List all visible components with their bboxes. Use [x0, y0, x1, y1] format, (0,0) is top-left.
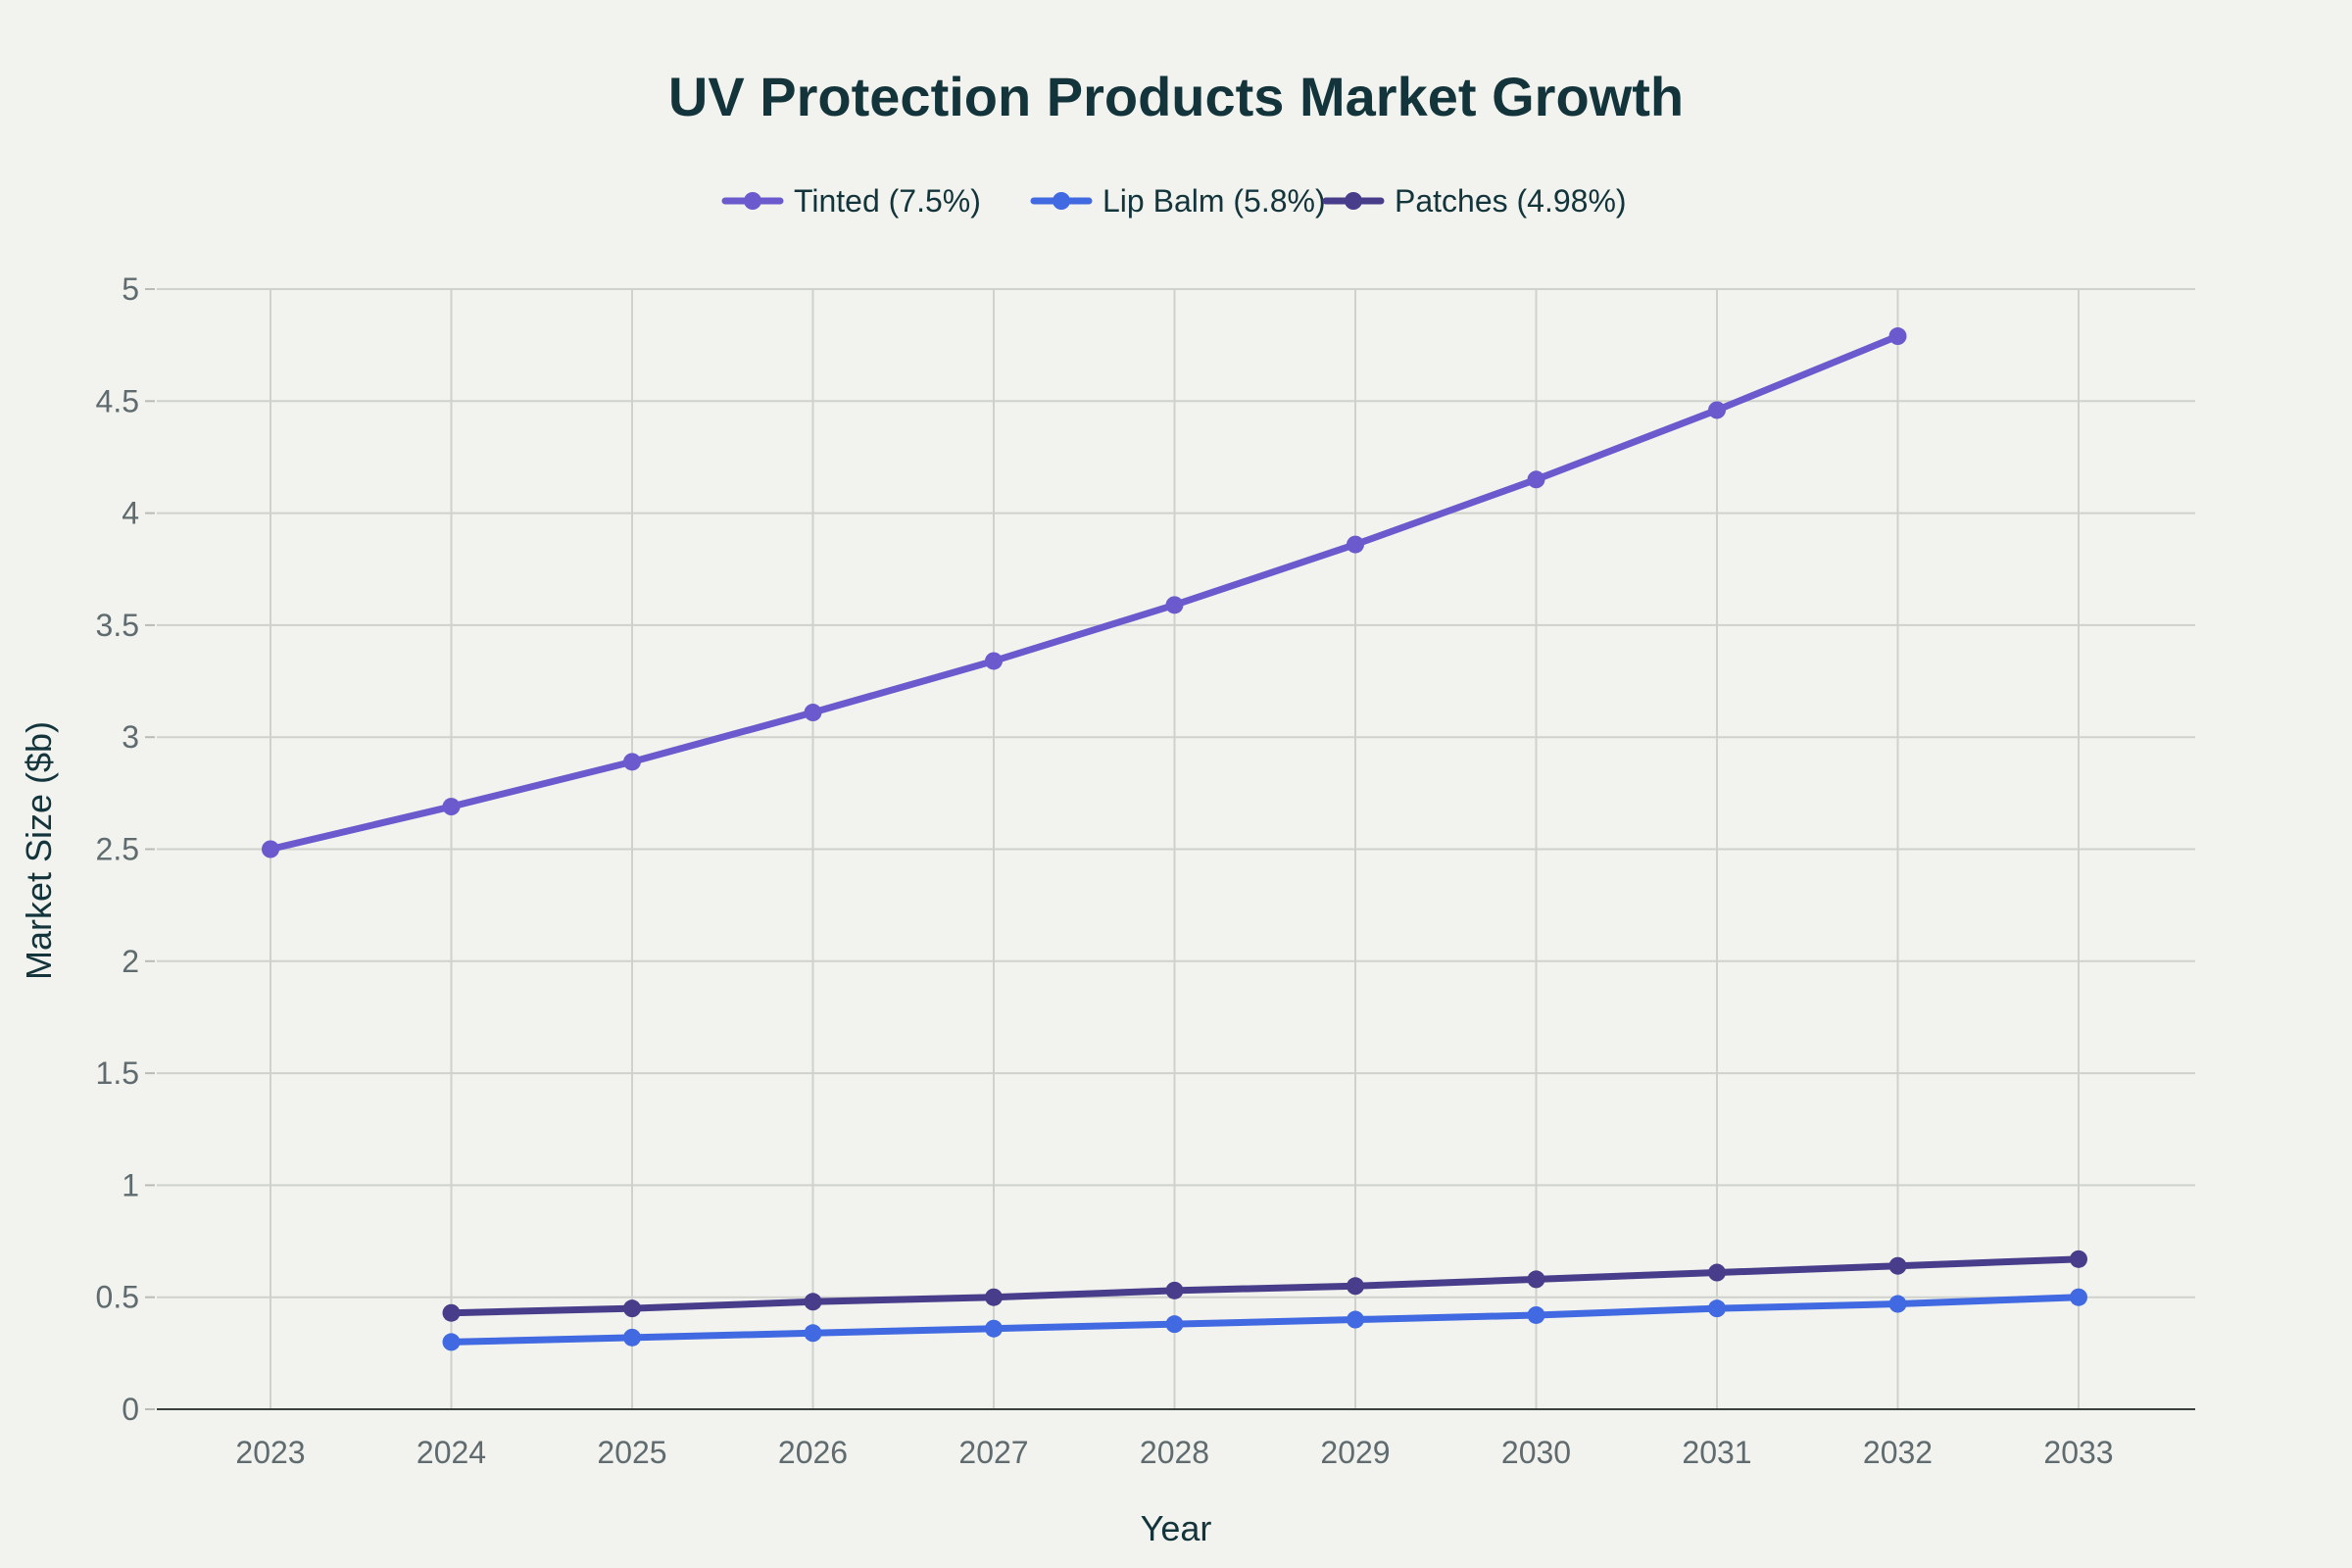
data-point[interactable] — [1347, 1277, 1364, 1296]
x-axis-title: Year — [1141, 1508, 1212, 1548]
legend-item-1[interactable]: Tinted (7.5%) — [721, 183, 981, 219]
series-1 — [262, 327, 1907, 858]
data-point[interactable] — [2070, 1250, 2087, 1268]
data-point[interactable] — [1527, 1305, 1545, 1324]
x-tick-label: 2027 — [958, 1435, 1028, 1470]
data-point[interactable] — [442, 798, 461, 816]
data-point[interactable] — [1165, 1281, 1184, 1299]
legend-swatch-marker — [744, 192, 761, 210]
y-tick-label: 2 — [122, 944, 139, 979]
chart-title: UV Protection Products Market Growth — [668, 66, 1684, 127]
data-point[interactable] — [262, 840, 279, 858]
data-point[interactable] — [1527, 1270, 1545, 1289]
data-point[interactable] — [985, 1288, 1003, 1306]
series-2 — [442, 1288, 2087, 1351]
data-point[interactable] — [1708, 1299, 1726, 1318]
data-point[interactable] — [1527, 470, 1545, 489]
data-point[interactable] — [1888, 1256, 1907, 1275]
x-tick-label: 2028 — [1140, 1435, 1209, 1470]
legend-item-2[interactable]: Lip Balm (5.8%) — [1030, 183, 1326, 219]
data-point[interactable] — [1165, 1315, 1184, 1334]
data-point[interactable] — [623, 753, 641, 771]
x-tick-label: 2026 — [778, 1435, 848, 1470]
legend-item-3[interactable]: Patches (4.98%) — [1322, 183, 1627, 219]
y-tick-label: 0.5 — [96, 1280, 139, 1315]
x-tick-label: 2025 — [597, 1435, 666, 1470]
y-tick-label: 4.5 — [96, 383, 139, 418]
legend-label: Tinted (7.5%) — [794, 183, 981, 219]
y-tick-label: 3 — [122, 719, 139, 755]
y-tick-label: 1.5 — [96, 1055, 139, 1091]
x-tick-label: 2031 — [1682, 1435, 1751, 1470]
x-tick-label: 2029 — [1320, 1435, 1390, 1470]
data-point[interactable] — [804, 1293, 822, 1311]
data-point[interactable] — [623, 1299, 641, 1318]
series-line — [448, 1294, 2082, 1346]
y-tick-label: 2.5 — [96, 832, 139, 867]
data-point[interactable] — [2070, 1288, 2087, 1306]
x-tick-label: 2023 — [235, 1435, 305, 1470]
data-point[interactable] — [1708, 401, 1726, 419]
legend-label: Patches (4.98%) — [1395, 183, 1627, 219]
data-point[interactable] — [985, 652, 1003, 670]
y-tick-label: 3.5 — [96, 608, 139, 643]
data-point[interactable] — [804, 704, 822, 722]
y-tick-label: 4 — [122, 496, 139, 531]
series-line — [448, 1255, 2082, 1317]
data-point[interactable] — [985, 1319, 1003, 1338]
series-3 — [442, 1250, 2087, 1322]
legend[interactable]: Tinted (7.5%) Lip Balm (5.8%) Patches (4.9… — [721, 183, 1627, 219]
y-tick-label: 0 — [122, 1392, 139, 1427]
data-point[interactable] — [1888, 327, 1907, 346]
series-group — [262, 327, 2087, 1351]
x-tick-label: 2033 — [2043, 1435, 2113, 1470]
data-point[interactable] — [623, 1328, 641, 1347]
legend-swatch-marker — [1053, 192, 1070, 210]
x-tick-label: 2030 — [1501, 1435, 1571, 1470]
legend-swatch-marker — [1345, 192, 1362, 210]
data-point[interactable] — [442, 1303, 461, 1322]
gridlines — [157, 288, 2195, 1409]
y-tick-label: 5 — [122, 271, 139, 307]
axes: 0 0.5 1 1.5 2 2.5 3 3.5 4 4.5 5 2023 2024 2025 2026 202… — [96, 271, 2195, 1470]
series-line — [267, 332, 1901, 853]
y-axis-title: Market Size ($b) — [19, 721, 59, 980]
data-point[interactable] — [1708, 1263, 1726, 1282]
data-point[interactable] — [1165, 596, 1184, 614]
x-tick-label: 2032 — [1863, 1435, 1933, 1470]
y-tick-label: 1 — [122, 1167, 139, 1202]
data-point[interactable] — [442, 1333, 461, 1351]
x-tick-label: 2024 — [416, 1435, 486, 1470]
data-point[interactable] — [1347, 535, 1364, 554]
data-point[interactable] — [1347, 1310, 1364, 1329]
legend-label: Lip Balm (5.8%) — [1102, 183, 1326, 219]
data-point[interactable] — [1888, 1295, 1907, 1313]
data-point[interactable] — [804, 1324, 822, 1343]
